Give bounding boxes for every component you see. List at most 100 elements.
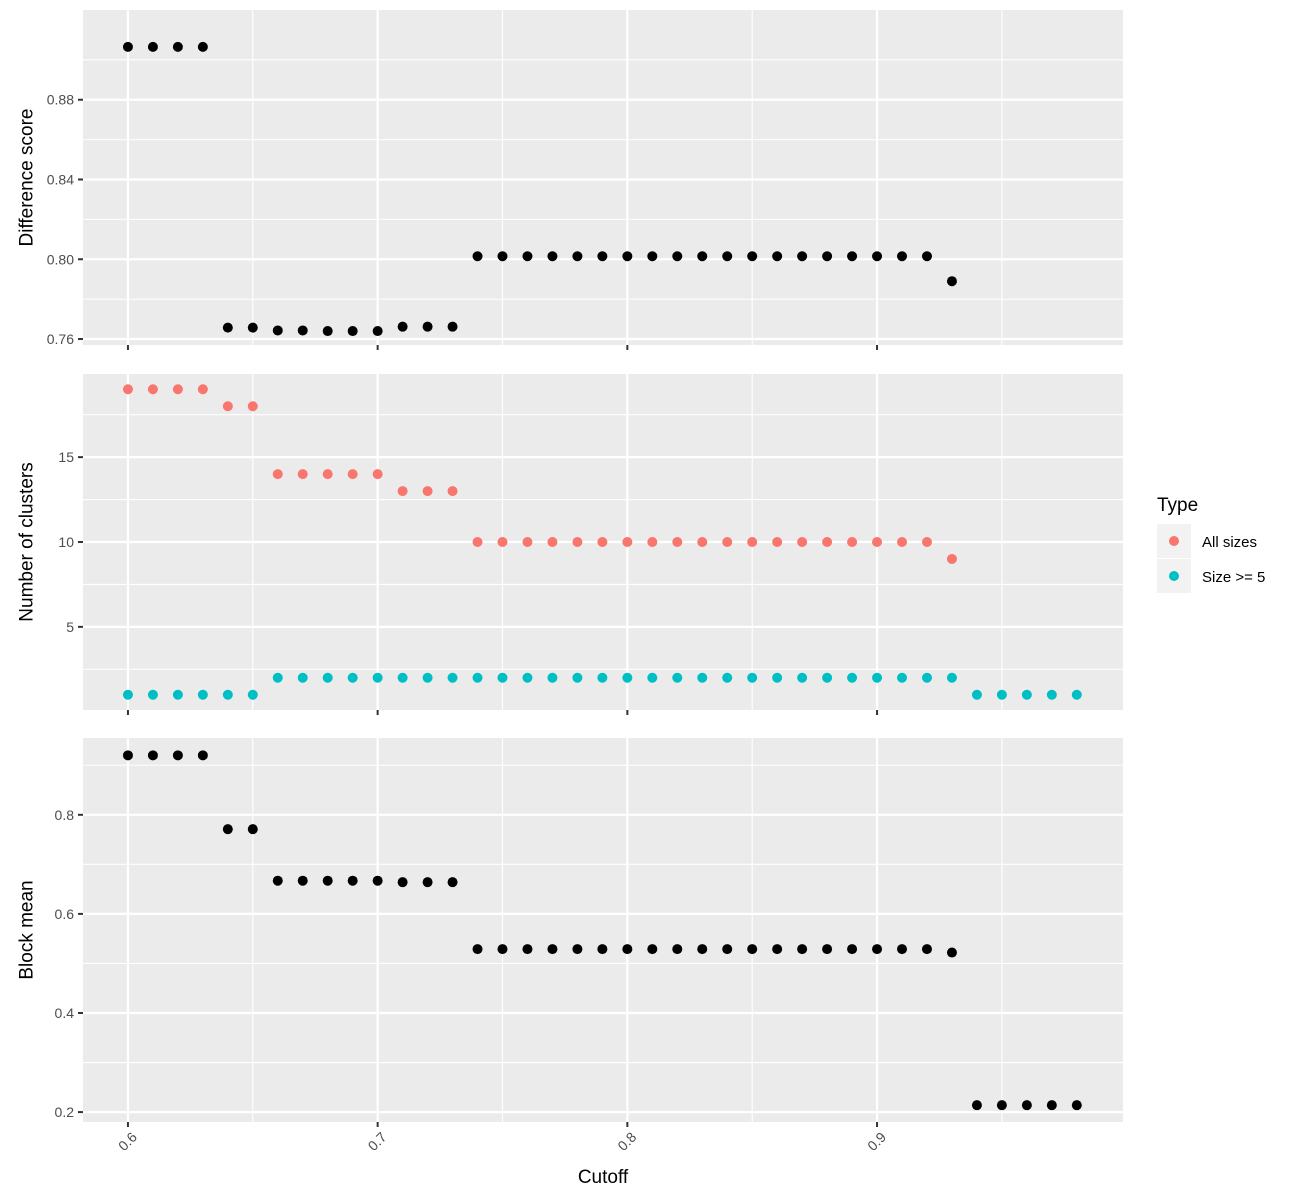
data-point <box>1046 689 1057 700</box>
x-tick-label: 0.6 <box>115 1129 140 1154</box>
data-point <box>247 824 258 835</box>
data-point <box>397 486 408 497</box>
data-point <box>772 251 783 262</box>
data-point <box>397 877 408 888</box>
data-point <box>622 944 633 955</box>
data-point <box>172 689 183 700</box>
data-point <box>172 41 183 52</box>
x-axis <box>126 345 879 350</box>
data-point <box>372 469 383 480</box>
data-point <box>447 321 458 332</box>
data-point <box>522 944 533 955</box>
data-point <box>897 944 908 955</box>
series-1 <box>122 750 1082 1111</box>
y-tick-label: 15 <box>58 449 74 465</box>
data-point <box>422 486 433 497</box>
data-point <box>672 537 683 547</box>
series-size-5 <box>122 672 1082 700</box>
data-point <box>847 944 858 955</box>
data-point <box>372 326 383 337</box>
data-point <box>572 944 583 955</box>
data-point <box>872 672 883 683</box>
data-point <box>347 875 358 886</box>
data-point <box>522 537 533 547</box>
data-point <box>722 944 733 955</box>
data-point <box>996 689 1007 700</box>
data-point <box>222 824 233 835</box>
data-point <box>447 486 458 497</box>
data-point <box>946 947 957 958</box>
panel-3: 0.2 0.4 0.6 0.8 0.6 0.7 0.8 0.9 Block mean <box>17 738 1123 1154</box>
data-point <box>297 875 308 886</box>
data-point <box>197 384 208 395</box>
data-point <box>697 944 708 955</box>
data-point <box>222 689 233 700</box>
data-point <box>1071 689 1082 700</box>
data-point <box>497 944 508 955</box>
data-point <box>272 672 283 683</box>
data-point <box>672 944 683 955</box>
data-point <box>722 672 733 683</box>
data-point <box>272 875 283 886</box>
data-point <box>1071 1100 1082 1111</box>
data-point <box>697 251 708 262</box>
y-tick-label: 0.76 <box>47 331 74 347</box>
x-tick-label: 0.8 <box>614 1129 639 1154</box>
data-point <box>747 944 758 955</box>
data-point <box>897 251 908 262</box>
data-point <box>872 944 883 955</box>
data-point <box>547 251 558 262</box>
legend-title: Type <box>1157 495 1198 516</box>
data-point <box>472 251 483 262</box>
series-1 <box>122 41 957 337</box>
data-point <box>422 321 433 332</box>
y-tick-label: 0.88 <box>47 92 74 108</box>
data-point <box>222 322 233 333</box>
y-axis-title: Number of clusters <box>17 462 38 621</box>
data-point <box>622 672 633 683</box>
data-point <box>921 537 932 547</box>
data-point <box>197 41 208 52</box>
data-point <box>322 672 333 683</box>
data-point <box>497 251 508 262</box>
panel-background <box>83 10 1123 345</box>
data-point <box>1021 689 1032 700</box>
data-point <box>272 469 283 480</box>
x-axis: 0.6 0.7 0.8 0.9 <box>115 1122 889 1154</box>
y-tick-label: 0.8 <box>55 807 75 823</box>
data-point <box>522 672 533 683</box>
data-point <box>722 251 733 262</box>
data-point <box>397 672 408 683</box>
data-point <box>797 944 808 955</box>
y-tick-label: 0.80 <box>47 251 74 267</box>
data-point <box>722 537 733 547</box>
x-axis <box>126 710 879 715</box>
data-point <box>897 672 908 683</box>
legend-items: All sizes Size >= 5 <box>1157 524 1265 593</box>
data-point <box>597 251 608 262</box>
panel-background <box>83 738 1123 1122</box>
data-point <box>822 537 833 547</box>
gridlines <box>83 738 1123 1122</box>
data-point <box>996 1100 1007 1111</box>
panels: 0.76 0.80 0.84 0.88 Difference score 5 10 15 Num… <box>17 10 1123 1154</box>
legend-label: Size >= 5 <box>1202 569 1265 586</box>
data-point <box>122 750 133 761</box>
legend-item-size-5: Size >= 5 <box>1157 559 1265 593</box>
data-point <box>347 469 358 480</box>
data-point <box>422 672 433 683</box>
legend-label: All sizes <box>1202 534 1257 551</box>
data-point <box>797 537 808 547</box>
data-point <box>597 944 608 955</box>
data-point <box>822 944 833 955</box>
data-point <box>946 553 957 564</box>
data-point <box>522 251 533 262</box>
data-point <box>597 672 608 683</box>
legend: Type All sizes Size >= 5 <box>1157 495 1265 593</box>
y-tick-label: 10 <box>58 534 74 550</box>
data-point <box>672 672 683 683</box>
data-point <box>497 672 508 683</box>
data-point <box>697 537 708 547</box>
data-point <box>297 469 308 480</box>
